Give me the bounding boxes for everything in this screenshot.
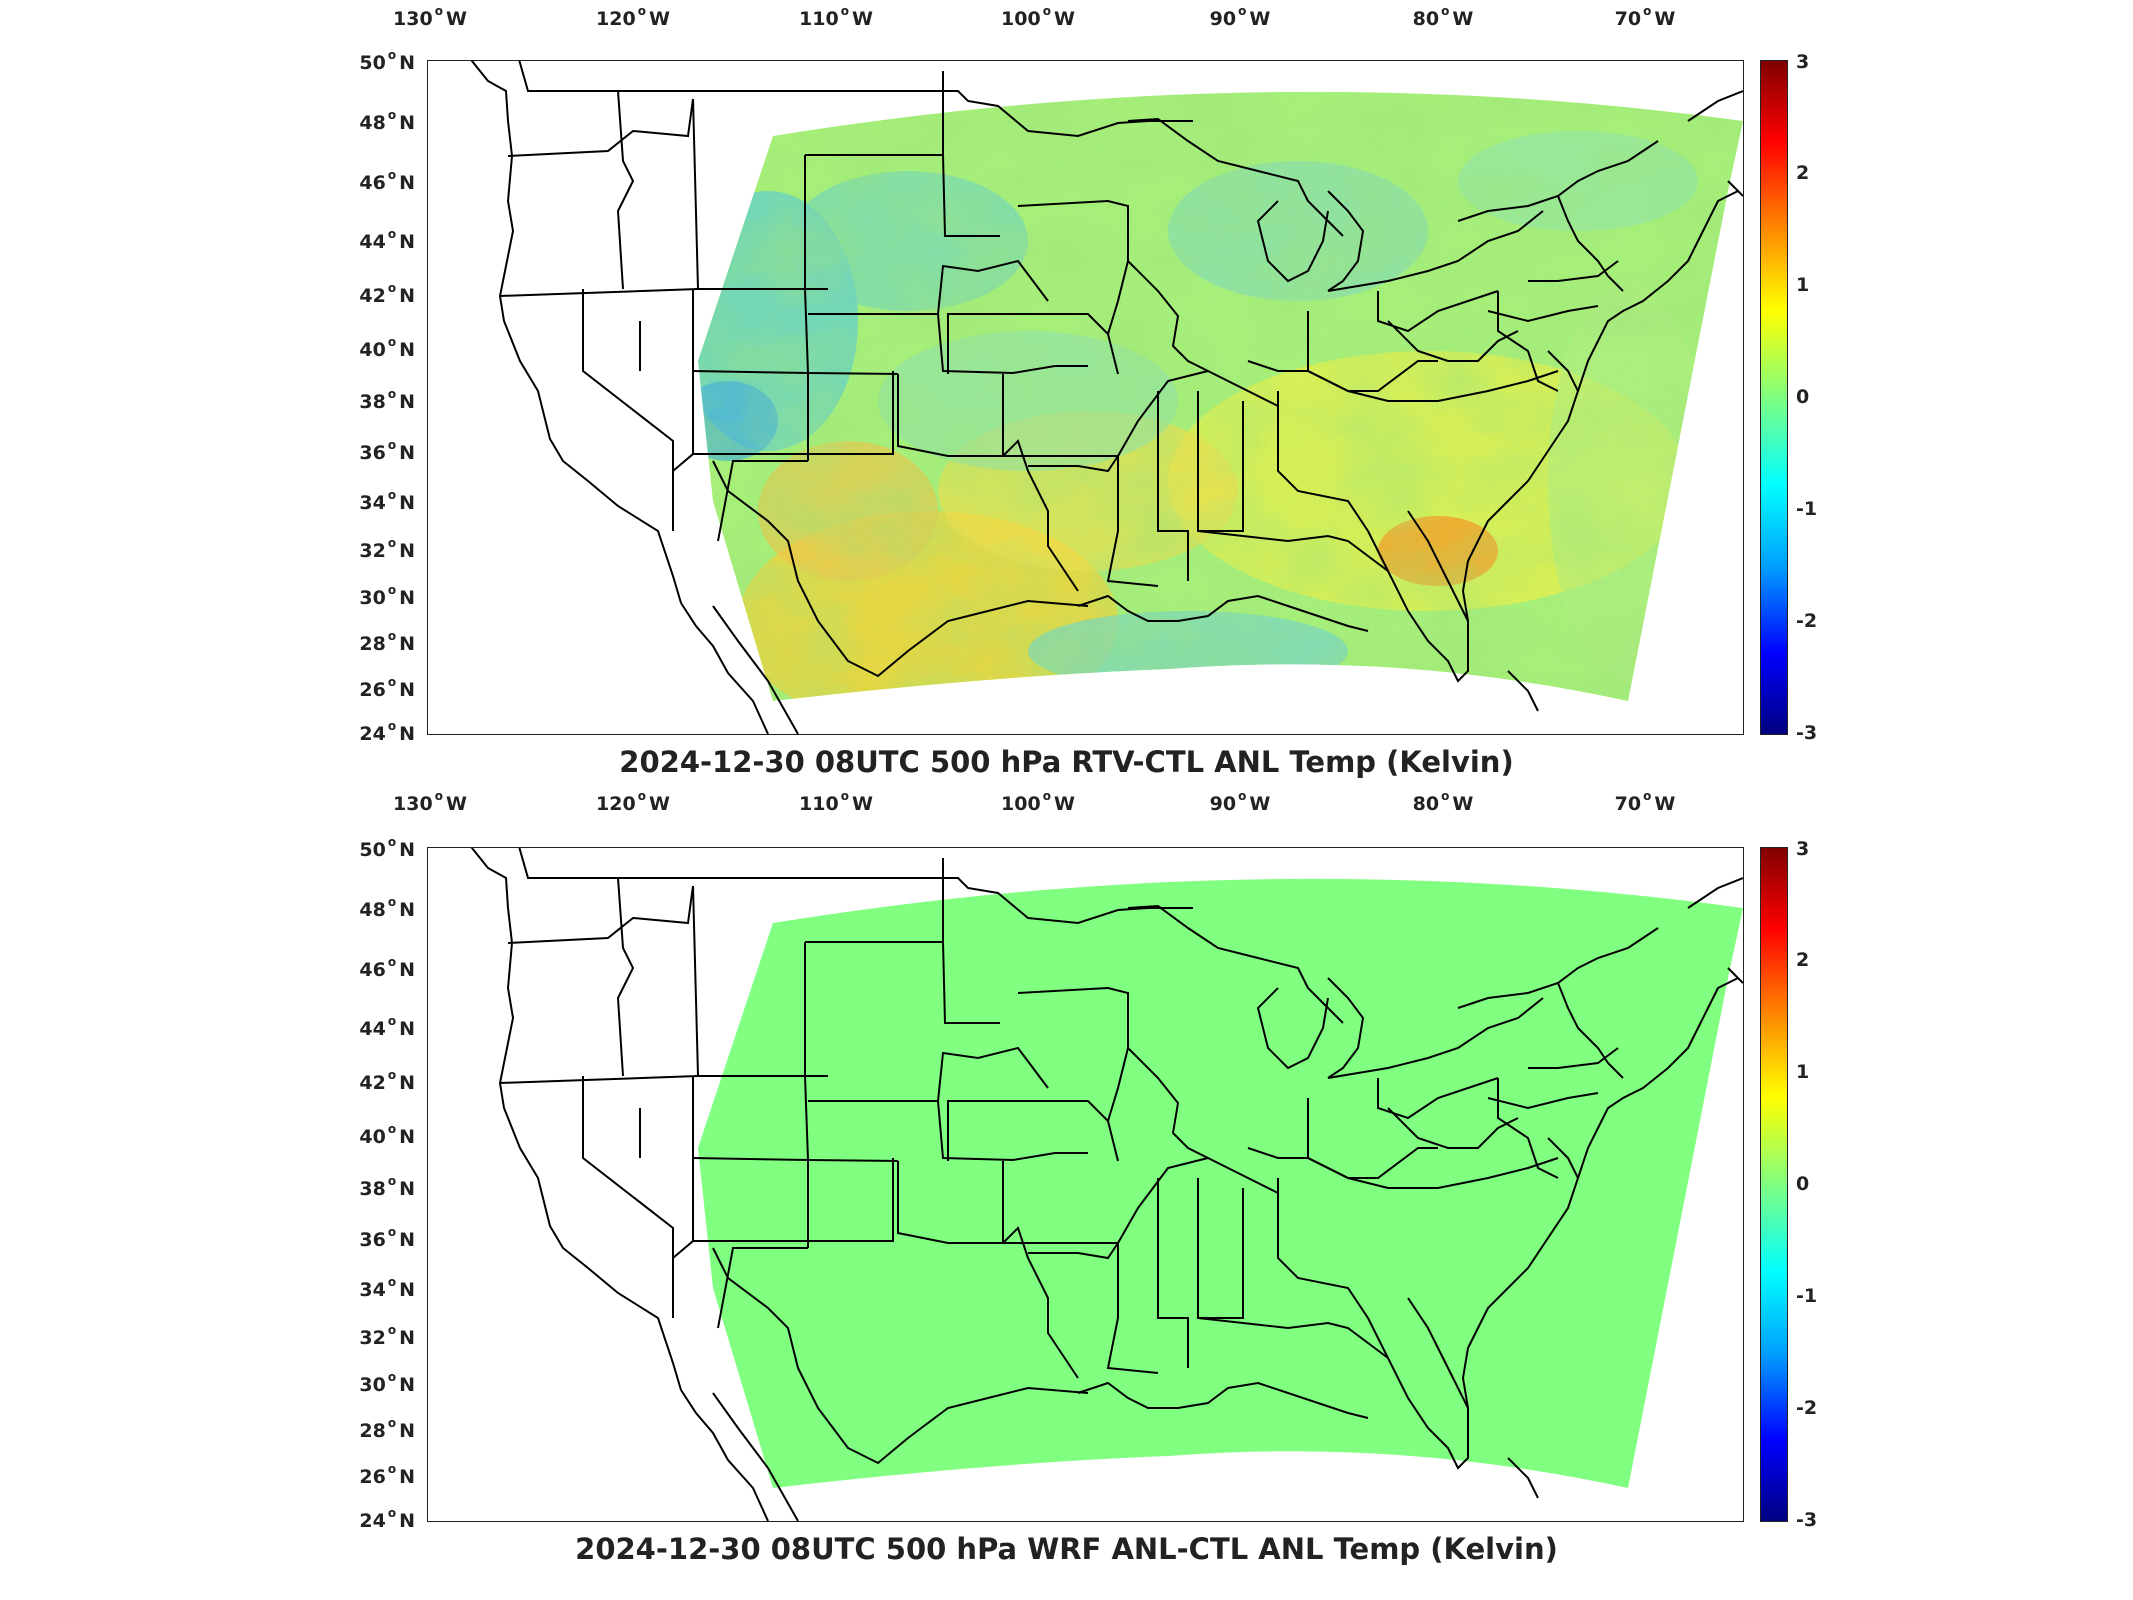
cbar-tick-neg1: -1: [1796, 1285, 1818, 1307]
lat-label-44n: 44 o N: [359, 227, 415, 253]
lat-label-30n: 30 o N: [359, 1370, 415, 1396]
lat-label-40n: 40 o N: [359, 335, 415, 361]
lat-label-48n: 48 o N: [359, 108, 415, 134]
lon-label-130w: 130 o W: [393, 4, 467, 30]
lat-label-24n: 24 o N: [359, 1506, 415, 1532]
lat-label-46n: 46 o N: [359, 955, 415, 981]
state-boundaries: [470, 848, 1743, 1521]
lat-label-40n: 40 o N: [359, 1122, 415, 1148]
map-wrf-anl-ctl: [427, 847, 1744, 1522]
lon-label-80w: 80 o W: [1412, 789, 1474, 815]
lat-label-28n: 28 o N: [359, 629, 415, 655]
panel-title-rtv-ctl: 2024-12-30 08UTC 500 hPa RTV-CTL ANL Tem…: [619, 745, 1514, 779]
lon-label-120w: 120 o W: [596, 789, 670, 815]
map-rtv-ctl: [427, 60, 1744, 735]
cbar-tick-1: 1: [1796, 274, 1810, 296]
lon-label-100w: 100 o W: [1001, 789, 1075, 815]
lon-label-70w: 70 o W: [1614, 4, 1676, 30]
lat-label-32n: 32 o N: [359, 536, 415, 562]
lat-label-50n: 50 o N: [359, 48, 415, 74]
lat-label-30n: 30 o N: [359, 583, 415, 609]
cbar-tick-3: 3: [1796, 838, 1810, 860]
lat-label-38n: 38 o N: [359, 1174, 415, 1200]
cbar-tick-neg3: -3: [1796, 722, 1818, 744]
map-wrf-anl-ctl-svg: [470, 848, 1743, 1521]
lat-label-34n: 34 o N: [359, 488, 415, 514]
lon-label-110w: 110 o W: [799, 789, 873, 815]
uniform-difference-field: [698, 878, 1743, 1488]
lat-label-42n: 42 o N: [359, 281, 415, 307]
lat-label-44n: 44 o N: [359, 1014, 415, 1040]
lat-label-50n: 50 o N: [359, 835, 415, 861]
colorbar-rtv-ctl: [1760, 60, 1788, 735]
colorbar-wrf-anl-ctl: [1760, 847, 1788, 1522]
lon-label-130w: 130 o W: [393, 789, 467, 815]
lat-label-34n: 34 o N: [359, 1275, 415, 1301]
temperature-difference-field: [698, 91, 1743, 702]
lon-label-70w: 70 o W: [1614, 789, 1676, 815]
lon-label-100w: 100 o W: [1001, 4, 1075, 30]
cbar-tick-neg2: -2: [1796, 1397, 1818, 1419]
panel-wrf-anl-ctl: 130 o W 120 o W 110 o W 100 o W 90 o W 80 o W 70 o W 5…: [0, 787, 2133, 1600]
lat-label-24n: 24 o N: [359, 719, 415, 745]
cbar-tick-neg3: -3: [1796, 1509, 1818, 1531]
lat-label-26n: 26 o N: [359, 675, 415, 701]
map-rtv-ctl-svg: [470, 61, 1743, 734]
cbar-tick-neg1: -1: [1796, 498, 1818, 520]
lat-label-36n: 36 o N: [359, 1225, 415, 1251]
lat-label-38n: 38 o N: [359, 387, 415, 413]
panel-title-wrf-anl-ctl: 2024-12-30 08UTC 500 hPa WRF ANL-CTL ANL…: [575, 1532, 1558, 1566]
lat-label-42n: 42 o N: [359, 1068, 415, 1094]
cbar-tick-2: 2: [1796, 162, 1810, 184]
cbar-tick-0: 0: [1796, 1173, 1810, 1195]
lon-label-90w: 90 o W: [1209, 4, 1271, 30]
lat-label-26n: 26 o N: [359, 1462, 415, 1488]
lat-label-36n: 36 o N: [359, 438, 415, 464]
lon-label-120w: 120 o W: [596, 4, 670, 30]
lat-label-32n: 32 o N: [359, 1323, 415, 1349]
cbar-tick-1: 1: [1796, 1061, 1810, 1083]
state-boundaries: [470, 61, 1743, 734]
lat-label-46n: 46 o N: [359, 168, 415, 194]
cbar-tick-neg2: -2: [1796, 610, 1818, 632]
lon-label-110w: 110 o W: [799, 4, 873, 30]
lat-label-28n: 28 o N: [359, 1416, 415, 1442]
lon-label-90w: 90 o W: [1209, 789, 1271, 815]
panel-rtv-ctl: 130 o W 120 o W 110 o W 100 o W 90 o W 80 o W 70 o W 5…: [0, 0, 2133, 790]
cbar-tick-2: 2: [1796, 949, 1810, 971]
lon-label-80w: 80 o W: [1412, 4, 1474, 30]
lat-label-48n: 48 o N: [359, 895, 415, 921]
cbar-tick-3: 3: [1796, 51, 1810, 73]
cbar-tick-0: 0: [1796, 386, 1810, 408]
